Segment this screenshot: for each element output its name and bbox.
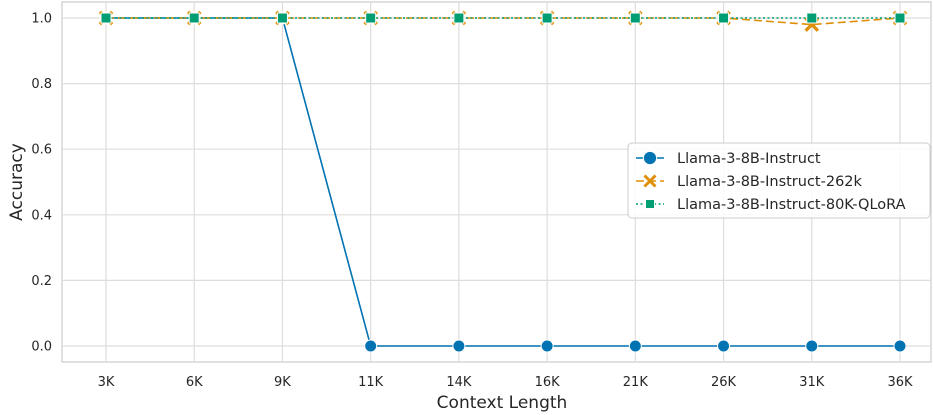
data-point xyxy=(717,339,731,353)
x-tick-label: 3K xyxy=(98,375,115,390)
data-point xyxy=(628,339,642,353)
data-point xyxy=(276,12,288,24)
data-point xyxy=(629,12,641,24)
y-tick-label: 0.4 xyxy=(31,208,52,223)
data-point xyxy=(718,12,730,24)
x-tick-label: 9K xyxy=(274,375,291,390)
data-point xyxy=(365,12,377,24)
legend-label: Llama-3-8B-Instruct-80K-QLoRA xyxy=(677,197,906,213)
legend-label: Llama-3-8B-Instruct xyxy=(677,151,821,167)
x-axis-ticks: 3K 6K 9K 11K 14K 16K 21K 26K 31K 36K xyxy=(98,375,913,390)
x-tick-label: 21K xyxy=(623,375,649,390)
x-tick-label: 11K xyxy=(358,375,384,390)
x-tick-label: 31K xyxy=(799,375,825,390)
y-axis-title: Accuracy xyxy=(7,143,27,221)
data-point xyxy=(541,12,553,24)
legend-marker xyxy=(642,150,658,166)
legend-marker xyxy=(643,174,657,188)
legend-label: Llama-3-8B-Instruct-262k xyxy=(677,174,863,190)
legend-box xyxy=(627,142,931,219)
data-point xyxy=(188,12,200,24)
y-tick-label: 0.2 xyxy=(31,274,52,289)
x-tick-label: 36K xyxy=(887,375,913,390)
data-point xyxy=(806,12,818,24)
data-point xyxy=(805,339,819,353)
data-point xyxy=(452,339,466,353)
x-tick-label: 14K xyxy=(446,375,472,390)
y-tick-label: 0.0 xyxy=(31,340,52,355)
x-tick-label: 16K xyxy=(535,375,561,390)
x-axis-title: Context Length xyxy=(437,393,568,413)
x-tick-label: 6K xyxy=(186,375,203,390)
data-point xyxy=(540,339,554,353)
data-point xyxy=(364,339,378,353)
data-point xyxy=(893,339,907,353)
y-tick-label: 1.0 xyxy=(31,12,52,27)
legend: Llama-3-8B-Instruct Llama-3-8B-Instruct-2… xyxy=(627,142,931,219)
series-3 xyxy=(100,12,906,24)
x-tick-label: 26K xyxy=(711,375,737,390)
y-tick-label: 0.6 xyxy=(31,143,52,158)
data-point xyxy=(453,12,465,24)
legend-marker xyxy=(645,199,655,209)
series-layer xyxy=(98,10,908,353)
y-axis-ticks: 0.0 0.2 0.4 0.6 0.8 1.0 xyxy=(31,12,52,355)
data-point xyxy=(100,12,112,24)
data-point xyxy=(894,12,906,24)
y-tick-label: 0.8 xyxy=(31,77,52,92)
